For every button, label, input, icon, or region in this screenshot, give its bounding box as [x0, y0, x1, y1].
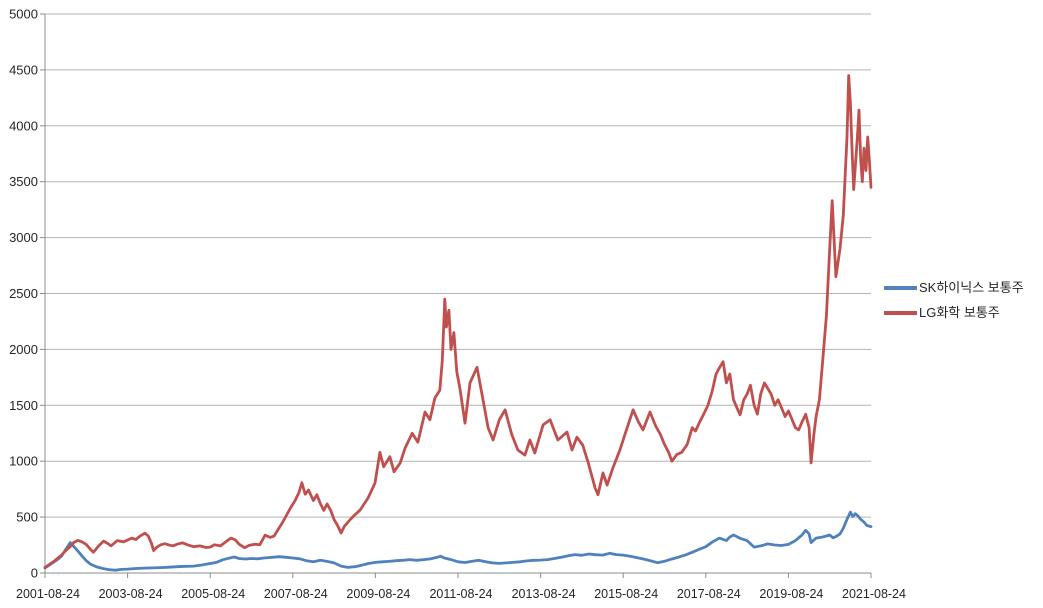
legend: SK하이닉스 보통주 LG화학 보통주	[884, 280, 1024, 321]
y-axis-tick-label: 2000	[9, 342, 38, 357]
y-axis-tick-label: 2500	[9, 286, 38, 301]
x-axis-tick-label: 2003-08-24	[99, 587, 163, 601]
x-axis-tick-label: 2017-08-24	[677, 587, 741, 601]
x-axis-tick-label: 2021-08-24	[842, 587, 906, 601]
y-axis-tick-label: 5000	[9, 7, 38, 22]
x-axis-tick-label: 2011-08-24	[429, 587, 492, 601]
y-axis-tick-label: 4500	[9, 62, 38, 77]
y-axis-tick-label: 1500	[9, 398, 38, 413]
x-axis-tick-label: 2019-08-24	[759, 587, 823, 601]
x-axis-tick-label: 2007-08-24	[264, 587, 328, 601]
x-axis-tick-label: 2001-08-24	[16, 587, 80, 601]
y-axis-tick-label: 500	[16, 510, 38, 525]
series-line-lg-chem	[43, 74, 873, 569]
series-line-sk-hynix	[43, 510, 873, 572]
y-axis-tick-label: 4000	[9, 118, 38, 133]
y-axis-tick-label: 3500	[9, 174, 38, 189]
legend-label-lg-chem: LG화학 보통주	[919, 305, 1000, 320]
legend-item-lg-chem[interactable]: LG화학 보통주	[884, 305, 1024, 321]
x-axis-tick-label: 2015-08-24	[594, 587, 658, 601]
y-axis-tick-label: 1000	[9, 454, 38, 469]
x-axis-tick-label: 2013-08-24	[512, 587, 576, 601]
x-axis-tick-label: 2009-08-24	[346, 587, 410, 601]
y-axis-tick-label: 0	[31, 566, 38, 581]
legend-item-sk-hynix[interactable]: SK하이닉스 보통주	[884, 280, 1024, 296]
legend-label-sk-hynix: SK하이닉스 보통주	[919, 280, 1024, 295]
y-axis-tick-label: 3000	[9, 230, 38, 245]
x-axis-tick-label: 2005-08-24	[181, 587, 245, 601]
legend-line-sample-lg-chem	[884, 311, 917, 315]
legend-line-sample-sk-hynix	[884, 286, 917, 290]
